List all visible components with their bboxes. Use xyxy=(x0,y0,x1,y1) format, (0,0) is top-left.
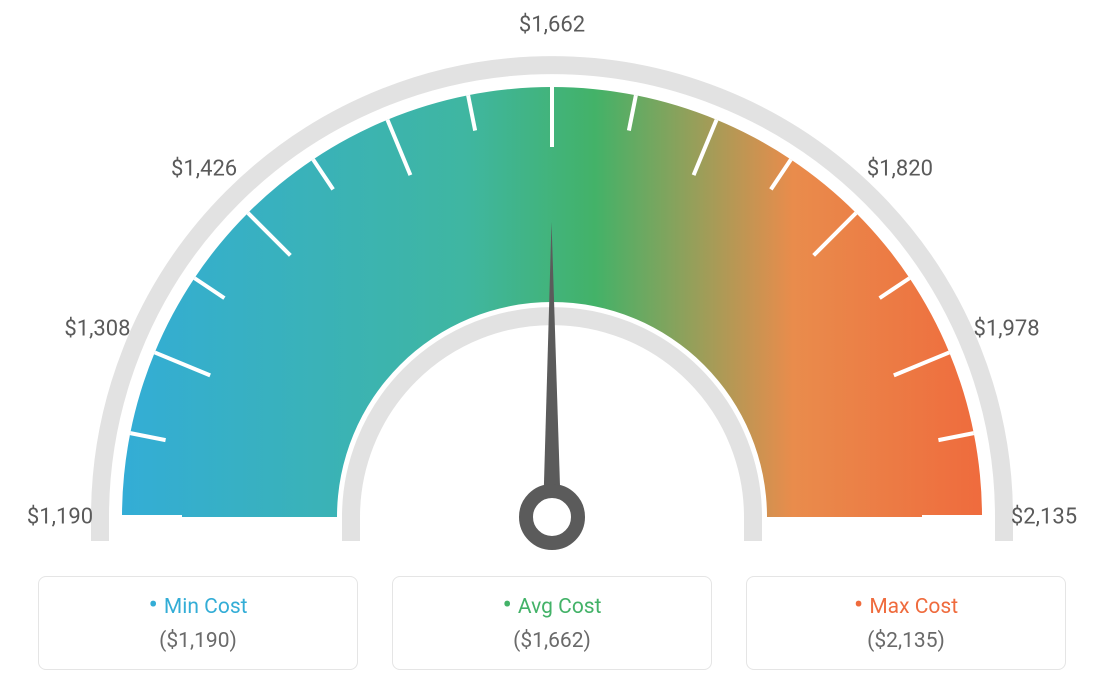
legend-card-avg: •Avg Cost ($1,662) xyxy=(392,576,712,670)
gauge-tick-label: $1,190 xyxy=(27,505,93,530)
legend-value-min: ($1,190) xyxy=(59,629,337,653)
gauge-svg xyxy=(0,0,1104,560)
legend-value-avg: ($1,662) xyxy=(413,629,691,653)
gauge-tick-label: $1,308 xyxy=(64,316,130,341)
gauge-tick-label: $1,426 xyxy=(171,157,237,182)
gauge-chart: $1,190 $1,308 $1,426 $1,662 $1,820 $1,978 $2,1… xyxy=(0,0,1104,560)
legend-title-min-text: Min Cost xyxy=(164,595,248,619)
legend-title-avg: •Avg Cost xyxy=(413,595,691,619)
legend-title-min: •Min Cost xyxy=(59,595,337,619)
gauge-tick-label: $1,820 xyxy=(867,157,933,182)
legend-title-max-text: Max Cost xyxy=(869,595,958,619)
legend-title-max: •Max Cost xyxy=(767,595,1045,619)
legend-value-max: ($2,135) xyxy=(767,629,1045,653)
gauge-tick-label: $1,978 xyxy=(973,316,1039,341)
legend-title-avg-text: Avg Cost xyxy=(518,595,602,619)
legend-card-min: •Min Cost ($1,190) xyxy=(38,576,358,670)
legend-row: •Min Cost ($1,190) •Avg Cost ($1,662) •M… xyxy=(0,576,1104,670)
gauge-tick-label: $2,135 xyxy=(1011,505,1077,530)
legend-card-max: •Max Cost ($2,135) xyxy=(746,576,1066,670)
gauge-tick-label: $1,662 xyxy=(519,13,585,38)
